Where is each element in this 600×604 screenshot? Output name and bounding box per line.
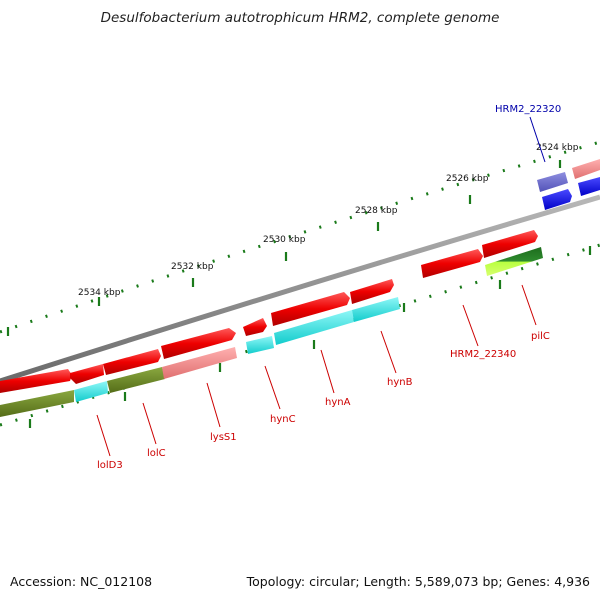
- gene-label-hrm2-22320[interactable]: HRM2_22320: [495, 104, 561, 115]
- gene-arrow[interactable]: [243, 318, 267, 336]
- gene-arrow[interactable]: [421, 249, 483, 278]
- gene-block[interactable]: [485, 247, 543, 276]
- gene-label-lyss1[interactable]: lysS1: [210, 432, 237, 443]
- map-title: Desulfobacterium autotrophicum HRM2, com…: [100, 10, 500, 26]
- gene-block[interactable]: [74, 381, 108, 402]
- ruler-major-ticks: [6, 160, 562, 336]
- gene-arrow[interactable]: [572, 159, 600, 179]
- gene-block[interactable]: [107, 367, 165, 393]
- scale-label: 2530 kbp: [263, 235, 306, 245]
- gene-arrow[interactable]: [578, 177, 600, 196]
- gene-label-hrm2-22340[interactable]: HRM2_22340: [450, 349, 516, 360]
- gene-block[interactable]: [537, 172, 568, 192]
- gene-arrow[interactable]: [482, 230, 538, 258]
- gene-arrow[interactable]: [271, 292, 350, 326]
- accession-text: Accession: NC_012108: [10, 574, 153, 589]
- scale-labels: 2524 kbp 2526 kbp 2528 kbp 2530 kbp 2532…: [78, 143, 579, 298]
- gene-arrow[interactable]: [542, 189, 572, 210]
- gene-label-lolc[interactable]: lolC: [147, 448, 166, 459]
- scale-label: 2532 kbp: [171, 262, 214, 272]
- scale-label: 2524 kbp: [536, 143, 579, 153]
- scale-label: 2526 kbp: [446, 174, 489, 184]
- gene-arrow[interactable]: [70, 364, 104, 384]
- gene-arrow[interactable]: [0, 369, 72, 393]
- genome-backbone: [0, 194, 600, 384]
- inner-ruler-major-ticks: [28, 246, 592, 428]
- gene-label-hync[interactable]: hynC: [270, 414, 296, 425]
- gene-label-hynb[interactable]: hynB: [387, 377, 413, 388]
- gene-block[interactable]: [274, 310, 354, 345]
- forward-cds-track: [0, 159, 600, 393]
- gene-arrow[interactable]: [161, 328, 236, 359]
- gene-labels: HRM2_22320 HRM2_22340 pilC hynB hynA hyn…: [97, 104, 561, 471]
- blue-genes: [537, 172, 600, 210]
- scale-label: 2528 kbp: [355, 206, 398, 216]
- gene-block[interactable]: [352, 297, 400, 322]
- gene-arrow[interactable]: [103, 349, 161, 375]
- gene-block[interactable]: [246, 336, 274, 354]
- gene-label-lold3[interactable]: lolD3: [97, 460, 123, 471]
- genome-summary-text: Topology: circular; Length: 5,589,073 bp…: [246, 574, 590, 589]
- gene-block[interactable]: [0, 390, 74, 417]
- gene-label-pilc[interactable]: pilC: [531, 331, 550, 342]
- gene-block[interactable]: [162, 347, 237, 379]
- gene-label-hyna[interactable]: hynA: [325, 397, 351, 408]
- second-track: [0, 247, 543, 417]
- gene-arrow[interactable]: [350, 279, 394, 304]
- leader-lines: [96, 116, 546, 457]
- scale-label: 2534 kbp: [78, 288, 121, 298]
